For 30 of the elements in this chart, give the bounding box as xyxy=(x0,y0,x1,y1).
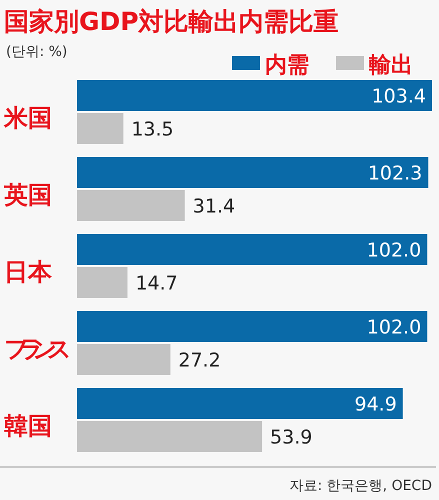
bar xyxy=(77,80,432,111)
bar xyxy=(77,421,262,452)
data-label: 102.0 xyxy=(366,240,422,262)
legend-label: 輸出 xyxy=(368,53,413,78)
bar xyxy=(77,234,428,265)
bar xyxy=(77,157,428,188)
y-tick-label: 米国 xyxy=(3,104,52,132)
bar xyxy=(77,267,128,298)
data-label: 31.4 xyxy=(192,196,236,218)
data-label: 102.0 xyxy=(366,316,422,338)
data-label: 102.3 xyxy=(368,162,422,184)
y-tick-label: フランス xyxy=(4,335,72,363)
bar xyxy=(77,388,403,419)
text: 자료: 한국은행, OECD xyxy=(290,478,432,494)
data-label: 13.5 xyxy=(131,118,174,140)
y-tick-label: 英国 xyxy=(3,181,52,209)
data-label: 27.2 xyxy=(178,350,221,372)
chart-title: 国家別GDP対比輸出内需比重 xyxy=(4,7,339,36)
data-label: 14.7 xyxy=(135,272,178,294)
text: (단위: %) xyxy=(6,44,68,60)
bar xyxy=(77,113,124,144)
data-label: 94.9 xyxy=(354,394,397,416)
legend-label: 内需 xyxy=(265,53,309,78)
data-label: 103.4 xyxy=(372,86,426,108)
bar xyxy=(77,311,428,342)
y-tick-label: 日本 xyxy=(4,258,53,286)
y-tick-label: 韓国 xyxy=(4,412,52,440)
bar xyxy=(77,190,185,221)
bar xyxy=(77,344,170,375)
data-label: 53.9 xyxy=(270,426,312,448)
